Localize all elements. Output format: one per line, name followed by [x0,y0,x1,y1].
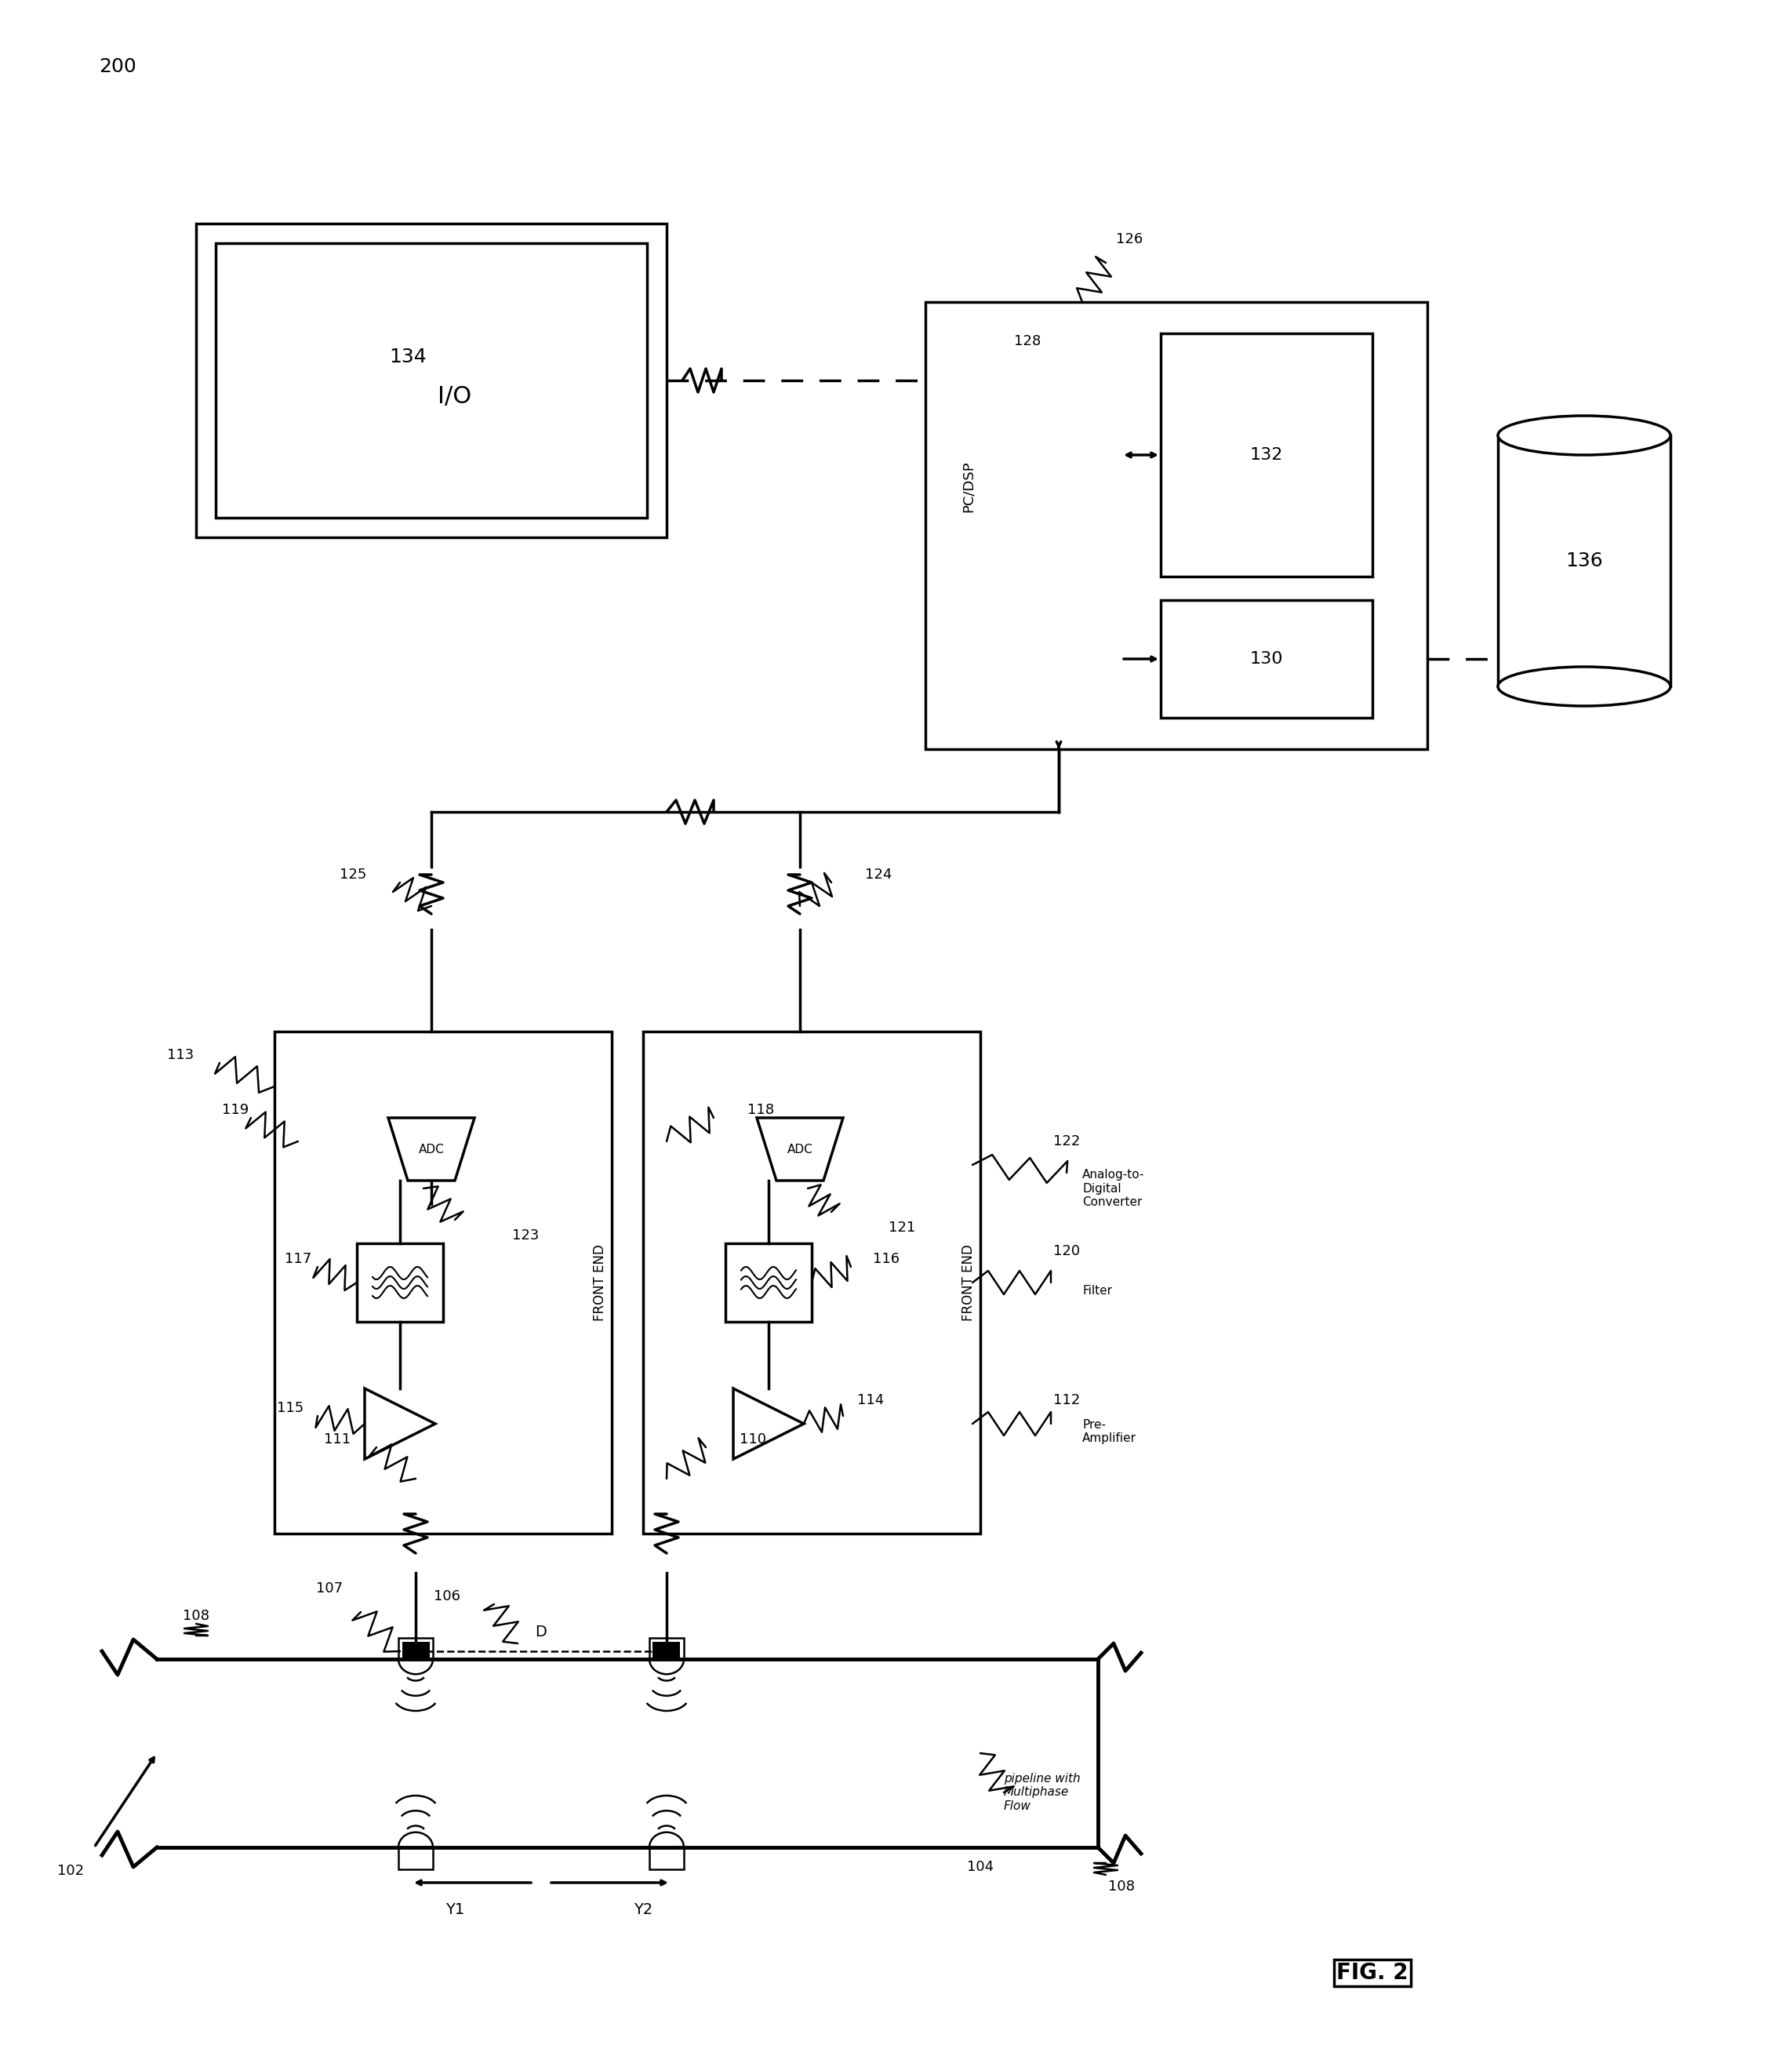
Text: 122: 122 [1054,1135,1081,1149]
Text: 130: 130 [1249,651,1283,668]
Bar [398,1848,434,1869]
Bar [643,1031,980,1534]
Text: 134: 134 [389,347,426,366]
Bar [1161,599,1373,717]
Text: FRONT END: FRONT END [593,1244,607,1321]
Text: 119: 119 [222,1104,249,1116]
Text: ADC: ADC [419,1143,444,1155]
Text: pipeline with
Multiphase
Flow: pipeline with Multiphase Flow [1004,1773,1081,1813]
Bar [652,1641,681,1660]
Bar [357,1244,443,1321]
Text: 125: 125 [339,868,366,883]
Bar [1161,333,1373,577]
Text: D: D [536,1625,547,1639]
Text: 106: 106 [434,1590,461,1604]
Text: 116: 116 [873,1253,900,1267]
Bar [401,1641,430,1660]
Text: 108: 108 [183,1608,210,1623]
Text: 114: 114 [857,1393,883,1408]
Text: 113: 113 [167,1048,194,1062]
Text: PC/DSP: PC/DSP [962,461,975,513]
Text: Y1: Y1 [446,1902,464,1918]
Text: 112: 112 [1054,1393,1081,1408]
Text: 117: 117 [285,1253,312,1267]
Text: 200: 200 [99,58,136,76]
Bar [925,302,1426,748]
Text: 124: 124 [866,868,892,883]
Text: Y2: Y2 [634,1902,652,1918]
Text: 121: 121 [889,1222,916,1234]
Text: Filter: Filter [1082,1284,1113,1296]
Text: 132: 132 [1251,446,1283,463]
Text: 111: 111 [324,1432,351,1447]
Bar [726,1244,812,1321]
Text: 128: 128 [1014,335,1041,349]
Bar [649,1637,685,1660]
Text: 115: 115 [276,1401,303,1416]
Ellipse shape [1498,415,1670,455]
Text: 126: 126 [1116,232,1143,246]
Text: 123: 123 [513,1228,539,1242]
Bar [195,223,667,537]
Bar [215,244,647,517]
Text: 108: 108 [1107,1879,1134,1893]
Text: 104: 104 [968,1860,995,1875]
Text: 102: 102 [57,1864,84,1879]
Text: 107: 107 [315,1581,342,1596]
Text: ADC: ADC [787,1143,814,1155]
Text: 136: 136 [1566,552,1602,570]
Bar [274,1031,611,1534]
Bar [398,1637,434,1660]
Text: 118: 118 [747,1104,774,1116]
Bar [1498,436,1670,686]
Text: 120: 120 [1054,1244,1081,1259]
Text: FRONT END: FRONT END [962,1244,975,1321]
Ellipse shape [1498,668,1670,707]
Text: FIG. 2: FIG. 2 [1337,1962,1409,1984]
Text: I/O: I/O [437,384,471,407]
Bar [649,1848,685,1869]
Text: Pre-
Amplifier: Pre- Amplifier [1082,1418,1136,1445]
Text: Analog-to-
Digital
Converter: Analog-to- Digital Converter [1082,1170,1145,1207]
Text: 110: 110 [740,1432,767,1447]
